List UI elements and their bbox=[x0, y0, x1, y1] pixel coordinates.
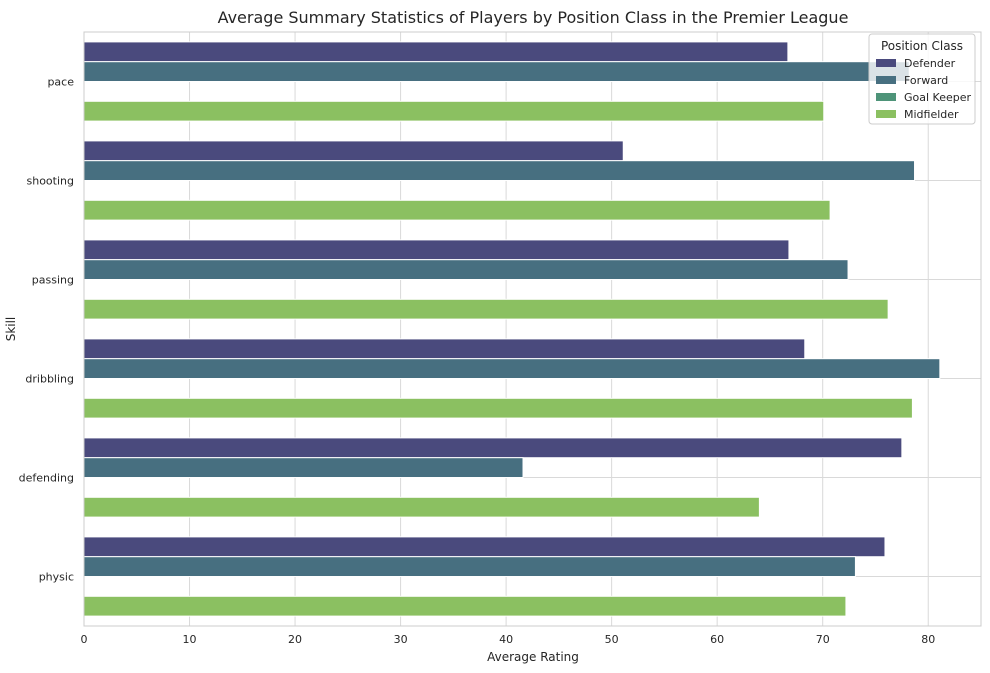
bar-midfielder bbox=[83, 496, 760, 518]
bar-forward bbox=[83, 556, 856, 578]
legend-label: Midfielder bbox=[904, 108, 959, 121]
bar-midfielder bbox=[83, 595, 847, 617]
y-axis-ticks: pace shooting passing dribbling defending phy… bbox=[19, 76, 75, 584]
legend: Position Class Defender Forward Goal Keepe… bbox=[868, 33, 976, 125]
bar-midfielder bbox=[83, 199, 831, 221]
bar-forward bbox=[83, 358, 941, 380]
y-tick-label: dribbling bbox=[25, 373, 74, 386]
y-tick-label: shooting bbox=[27, 175, 75, 188]
legend-title: Position Class bbox=[881, 39, 963, 53]
y-axis-label: Skill bbox=[4, 317, 18, 342]
x-tick-label: 40 bbox=[499, 633, 513, 646]
bar-defender bbox=[83, 338, 806, 360]
bar-forward bbox=[83, 61, 910, 82]
bar-midfielder bbox=[83, 298, 889, 320]
x-tick-label: 30 bbox=[394, 633, 408, 646]
bar-forward bbox=[83, 259, 849, 281]
bar-midfielder bbox=[83, 100, 825, 122]
legend-label: Goal Keeper bbox=[904, 91, 971, 104]
legend-swatch bbox=[876, 59, 896, 67]
bar-forward bbox=[83, 160, 916, 181]
x-axis-ticks: 0 10 20 30 40 50 60 70 80 bbox=[81, 633, 936, 646]
plot-frame bbox=[83, 31, 982, 627]
x-tick-label: 60 bbox=[710, 633, 724, 646]
bar-defender bbox=[83, 239, 790, 261]
x-tick-label: 0 bbox=[81, 633, 88, 646]
bar-defender bbox=[83, 536, 886, 558]
y-tick-label: defending bbox=[19, 472, 74, 485]
y-tick-label: physic bbox=[39, 571, 74, 584]
legend-swatch bbox=[876, 76, 896, 84]
x-tick-label: 70 bbox=[816, 633, 830, 646]
bar-forward bbox=[83, 457, 524, 479]
y-tick-label: pace bbox=[47, 76, 74, 89]
y-tick-label: passing bbox=[32, 274, 74, 287]
bar-defender bbox=[83, 437, 903, 459]
bar-midfielder bbox=[83, 397, 913, 419]
legend-swatch bbox=[876, 93, 896, 101]
chart-title: Average Summary Statistics of Players by… bbox=[218, 8, 849, 27]
x-tick-label: 80 bbox=[921, 633, 935, 646]
legend-box bbox=[868, 33, 976, 125]
legend-swatch bbox=[876, 110, 896, 118]
x-axis-label: Average Rating bbox=[487, 650, 579, 664]
legend-items: Defender Forward Goal Keeper Midfielder bbox=[876, 57, 971, 121]
x-tick-label: 10 bbox=[183, 633, 197, 646]
x-tick-label: 50 bbox=[605, 633, 619, 646]
bar-defender bbox=[83, 41, 789, 63]
bar-defender bbox=[83, 140, 624, 162]
x-tick-label: 20 bbox=[288, 633, 302, 646]
legend-label: Defender bbox=[904, 57, 956, 70]
legend-label: Forward bbox=[904, 74, 948, 87]
